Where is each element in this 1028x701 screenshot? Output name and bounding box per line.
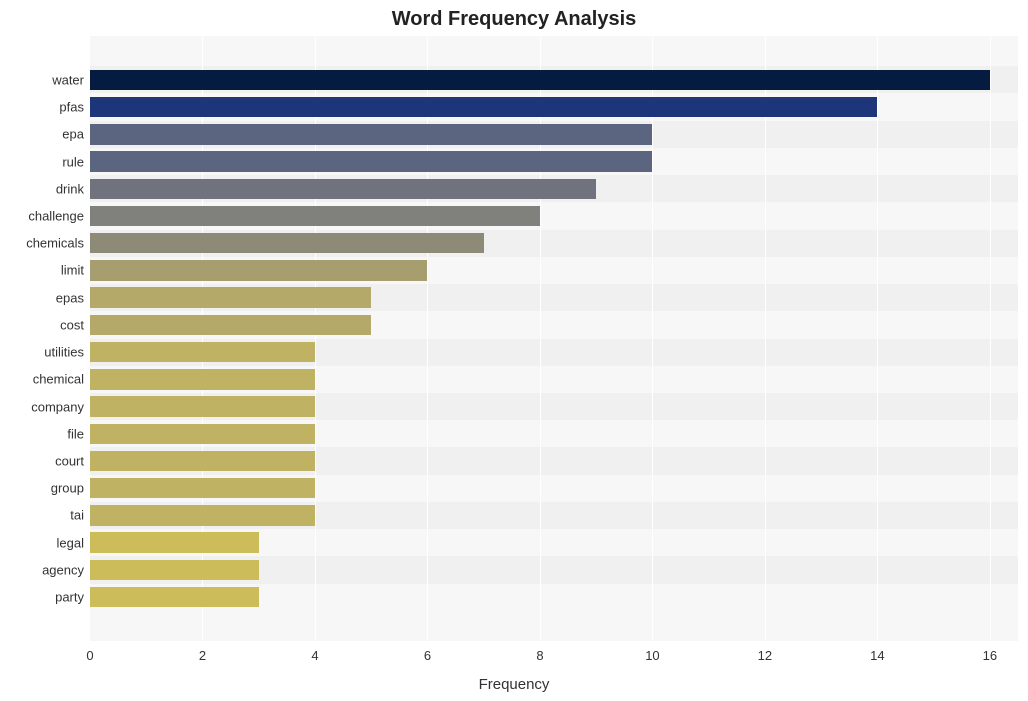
plot-area (90, 36, 1018, 641)
y-tick-label: drink (56, 182, 84, 195)
bar (90, 587, 259, 607)
y-tick-label: epas (56, 291, 84, 304)
x-tick-label: 2 (199, 648, 206, 663)
bar (90, 560, 259, 580)
x-gridline (652, 36, 653, 641)
x-tick-label: 14 (870, 648, 884, 663)
x-gridline (990, 36, 991, 641)
y-tick-label: legal (57, 536, 84, 549)
y-tick-label: agency (42, 563, 84, 576)
y-tick-label: chemicals (26, 237, 84, 250)
bar (90, 424, 315, 444)
chart-title: Word Frequency Analysis (0, 8, 1028, 31)
x-gridline (877, 36, 878, 641)
bar (90, 287, 371, 307)
y-tick-label: party (55, 591, 84, 604)
x-tick-label: 12 (758, 648, 772, 663)
y-tick-label: water (52, 73, 84, 86)
x-tick-label: 16 (983, 648, 997, 663)
bar (90, 97, 877, 117)
x-tick-label: 4 (311, 648, 318, 663)
y-tick-label: pfas (59, 101, 84, 114)
bar (90, 206, 540, 226)
x-tick-label: 6 (424, 648, 431, 663)
y-tick-label: rule (62, 155, 84, 168)
bar (90, 532, 259, 552)
bar (90, 342, 315, 362)
x-axis-label: Frequency (0, 676, 1028, 693)
y-tick-label: epa (62, 128, 84, 141)
bar (90, 369, 315, 389)
y-tick-label: court (55, 455, 84, 468)
y-tick-label: company (31, 400, 84, 413)
bar (90, 315, 371, 335)
y-tick-label: limit (61, 264, 84, 277)
bar (90, 179, 596, 199)
x-tick-label: 10 (645, 648, 659, 663)
bar (90, 151, 652, 171)
x-gridline (765, 36, 766, 641)
y-tick-label: cost (60, 318, 84, 331)
y-tick-label: file (67, 427, 84, 440)
y-tick-label: tai (70, 509, 84, 522)
bar (90, 260, 427, 280)
bar (90, 505, 315, 525)
bar (90, 70, 990, 90)
y-tick-label: group (51, 482, 84, 495)
x-tick-label: 8 (536, 648, 543, 663)
y-tick-label: challenge (28, 209, 84, 222)
bar (90, 233, 484, 253)
bar (90, 451, 315, 471)
bar (90, 478, 315, 498)
bar (90, 124, 652, 144)
bar (90, 396, 315, 416)
y-tick-label: utilities (44, 346, 84, 359)
y-tick-label: chemical (33, 373, 84, 386)
x-tick-label: 0 (86, 648, 93, 663)
